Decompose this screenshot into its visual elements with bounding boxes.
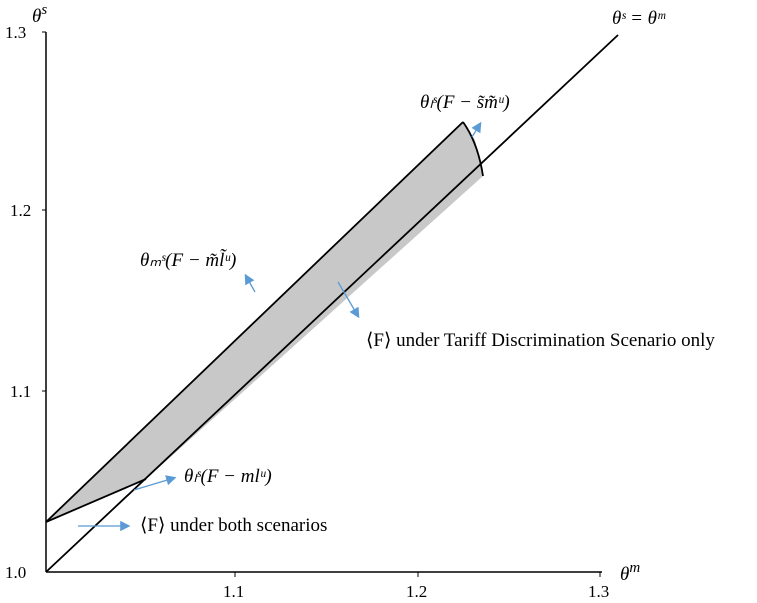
y-tick-label-1.3: 1.3 (5, 23, 26, 42)
y-tick-label-1.0: 1.0 (5, 563, 26, 582)
y-tick-label-1.1: 1.1 (10, 382, 31, 401)
y-axis-title: θs (32, 2, 47, 27)
theta-l-top-label: θₗˢ(F − s̃m̃ᵘ) (420, 92, 510, 113)
theta-l-top-boundary (462, 121, 484, 177)
arrow-tariff-region (337, 281, 360, 319)
x-tick-label-1.3: 1.3 (588, 582, 609, 601)
arrow-theta-m (244, 273, 256, 293)
x-axis-title: θm (620, 560, 640, 585)
arrow-theta-l-bottom (133, 475, 177, 491)
theta-l-bottom-label: θₗˢ(F − mlᵘ) (184, 466, 272, 487)
theta-m-label: θₘˢ(F − m̃l̃ᵘ) (140, 249, 236, 271)
tariff-region-label: ⟨F⟩ under Tariff Discrimination Scenario… (366, 330, 715, 351)
diagonal-label: θˢ = θᵐ (612, 8, 666, 29)
theta-m-boundary (45, 121, 464, 523)
shaded-region (46, 122, 483, 522)
x-tick-label-1.1: 1.1 (223, 582, 244, 601)
theta-l-bottom-boundary (45, 478, 147, 523)
x-tick-label-1.2: 1.2 (406, 582, 427, 601)
arrow-theta-l-top (471, 121, 482, 138)
diagonal-line (45, 34, 619, 573)
both-region-label: ⟨F⟩ under both scenarios (140, 515, 327, 536)
y-tick-label-1.2: 1.2 (10, 201, 31, 220)
